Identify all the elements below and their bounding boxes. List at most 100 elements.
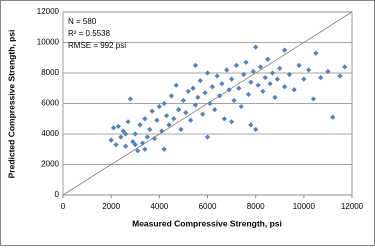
point [296, 62, 302, 68]
point [209, 84, 215, 90]
point [248, 122, 254, 128]
point [178, 126, 184, 133]
point [139, 140, 146, 146]
point [238, 103, 244, 110]
point [142, 116, 148, 122]
point [243, 59, 249, 65]
x-tick-label: 4000 [150, 202, 168, 211]
point [154, 117, 160, 123]
point [115, 123, 121, 129]
point [156, 103, 162, 110]
y-tick-label: 6000 [41, 99, 59, 108]
point [236, 85, 242, 91]
point [245, 91, 252, 97]
point [313, 50, 319, 56]
point [200, 111, 206, 117]
point [253, 44, 259, 50]
point [342, 64, 348, 70]
point [221, 116, 227, 122]
point [214, 73, 220, 79]
point [274, 76, 280, 82]
point [248, 79, 254, 85]
point [330, 114, 336, 120]
x-tick-label: 2000 [102, 202, 120, 211]
point [190, 85, 196, 91]
point [281, 47, 288, 53]
point [228, 119, 235, 125]
point [204, 134, 211, 140]
plot-border [62, 11, 353, 196]
point [168, 93, 174, 99]
point [202, 90, 208, 96]
annotation: N = 580 [68, 17, 97, 26]
point [318, 74, 324, 81]
point [269, 70, 276, 76]
point [108, 137, 114, 143]
point [120, 128, 126, 134]
point [142, 146, 148, 152]
point [137, 122, 143, 128]
point [253, 126, 259, 133]
point [204, 70, 211, 76]
annotation: RMSE = 992 psi [68, 41, 126, 50]
point [183, 110, 189, 116]
point [110, 125, 117, 131]
point [147, 126, 153, 133]
point [231, 97, 237, 104]
point [260, 88, 266, 94]
y-tick-label: 10000 [37, 38, 60, 47]
point [144, 134, 150, 140]
point [337, 73, 343, 79]
y-tick-label: 4000 [41, 129, 59, 138]
point [180, 97, 187, 104]
point [301, 76, 307, 82]
point [113, 142, 119, 148]
point [132, 142, 138, 148]
point [267, 81, 273, 87]
point [207, 100, 213, 107]
point [212, 107, 218, 113]
point [151, 135, 158, 142]
point [132, 131, 138, 137]
point [257, 64, 264, 70]
point [255, 82, 261, 88]
point [195, 94, 201, 100]
y-tick-label: 2000 [41, 160, 59, 169]
x-tick-label: 6000 [199, 202, 217, 211]
point [241, 71, 247, 78]
x-tick-label: 8000 [247, 202, 265, 211]
point [192, 102, 199, 108]
x-axis-title: Measured Compressive Strength, psi [132, 218, 282, 228]
x-tick-label: 12000 [341, 202, 364, 211]
point [130, 139, 136, 145]
x-tick-label: 10000 [293, 202, 316, 211]
point [166, 122, 172, 128]
point [228, 76, 235, 82]
point [286, 71, 292, 78]
point [265, 56, 271, 62]
point [135, 148, 141, 154]
point [325, 68, 331, 75]
y-tick-label: 12000 [37, 7, 60, 16]
point [219, 81, 225, 87]
point [272, 94, 278, 100]
point [226, 87, 232, 93]
point [192, 62, 199, 68]
point [188, 117, 194, 123]
point [197, 78, 203, 84]
point [123, 131, 129, 137]
point [159, 128, 165, 134]
point [123, 143, 129, 149]
point [125, 119, 131, 125]
y-tick-label: 0 [55, 190, 60, 199]
point [291, 87, 297, 93]
x-tick-label: 0 [61, 202, 66, 211]
point [163, 113, 170, 119]
point [310, 96, 317, 102]
y-axis-title: Predicted Compressive Strength, psi [6, 30, 16, 179]
y-tick-label: 8000 [41, 68, 59, 77]
point [149, 108, 155, 114]
point [250, 68, 256, 75]
point [161, 100, 167, 107]
